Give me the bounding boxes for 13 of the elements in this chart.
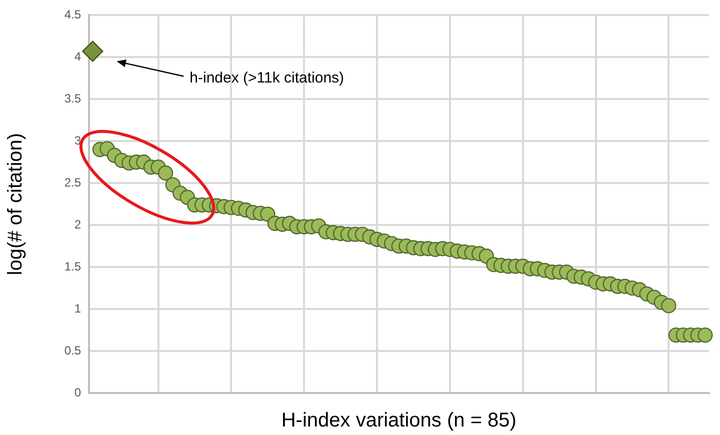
y-tick-label: 1.5 xyxy=(64,259,82,274)
y-tick-label: 2 xyxy=(74,217,82,232)
y-tick-label: 3.5 xyxy=(64,91,82,106)
y-tick-label: 2.5 xyxy=(64,175,82,190)
y-tick-label: 4 xyxy=(74,49,82,64)
y-axis-title: log(# of citation) xyxy=(4,132,27,276)
y-tick-label: 1 xyxy=(74,301,82,316)
y-tick-label: 0 xyxy=(74,385,82,400)
y-tick-label: 0.5 xyxy=(64,343,82,358)
x-axis-title: H-index variations (n = 85) xyxy=(281,410,516,432)
y-tick-label: 3 xyxy=(74,133,82,148)
annotation: h-index (>11k citations) xyxy=(190,69,344,86)
y-tick-label: 4.5 xyxy=(64,8,82,22)
